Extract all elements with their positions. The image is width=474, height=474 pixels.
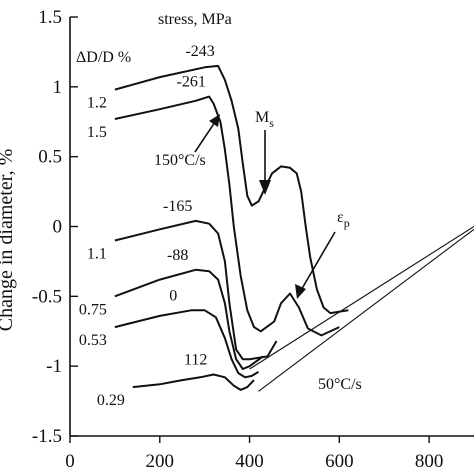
rate-fast-arrow: [194, 121, 216, 153]
series-line: [258, 228, 474, 392]
ep-arrowhead: [295, 284, 306, 299]
strain-label: 1.5: [87, 124, 107, 141]
y-tick-label: -0.5: [32, 286, 62, 307]
y-axis-label: Change in diameter, %: [0, 149, 17, 331]
strain-label: 0.29: [97, 392, 125, 409]
series-line: [114, 268, 264, 370]
stress-label: -261: [176, 74, 205, 91]
x-tick-label: 0: [65, 451, 75, 472]
rate-fast-annotation: 150°C/s: [154, 114, 220, 169]
y-tick-label: -1.5: [32, 426, 62, 447]
series-line: [114, 219, 278, 361]
stress-label: -88: [167, 247, 188, 264]
x-tick-label: 400: [235, 451, 264, 472]
series-line: [114, 64, 349, 315]
y-tick-label: 1.5: [38, 7, 62, 28]
strain-label: 1.2: [87, 95, 107, 112]
curves: [114, 64, 474, 392]
strain-label: 0.75: [79, 301, 107, 318]
ms-arrowhead: [259, 180, 271, 195]
series-line: [114, 309, 260, 379]
rate-fast-label: 150°C/s: [154, 152, 206, 169]
x-tick-label: 200: [146, 451, 175, 472]
stress-label: 0: [169, 287, 177, 304]
y-tick-label: 1: [53, 77, 63, 98]
x-tick-label: 800: [415, 451, 444, 472]
stress-label: -243: [185, 43, 214, 60]
curve-labels: -243 1.2 -261 1.5 -165 1.1 -88 0.75 0 0.53 112 0.29: [79, 43, 215, 409]
axes: -1.5 -1 -0.5 0 0.5 1 1.5 0 200 400 600 800: [32, 7, 474, 472]
strain-label: 1.1: [87, 245, 107, 262]
ep-arrow: [299, 231, 336, 293]
series-line: [249, 226, 474, 370]
header-stress: stress, MPa: [158, 11, 232, 28]
x-tick-label: 600: [325, 451, 354, 472]
y-tick-label: 0.5: [38, 147, 62, 168]
ep-subscript: p: [344, 216, 350, 230]
rate-slow-label: 50°C/s: [318, 376, 362, 393]
ms-main: M: [255, 109, 269, 126]
ep-main: ε: [337, 209, 344, 226]
ms-annotation: Ms: [255, 109, 274, 195]
stress-label: -165: [163, 198, 192, 215]
stress-label: 112: [184, 352, 207, 369]
ms-subscript: s: [269, 116, 274, 130]
header-strain: ΔD/D %: [76, 49, 131, 66]
series-line: [132, 373, 255, 391]
ep-annotation: εp: [295, 209, 350, 299]
y-tick-label: 0: [53, 217, 63, 238]
series-line: [114, 95, 340, 337]
ep-label: εp: [337, 209, 350, 230]
y-tick-label: -1: [46, 356, 62, 377]
rate-fast-arrowhead: [209, 114, 220, 127]
ms-label: Ms: [255, 109, 274, 130]
strain-label: 0.53: [79, 332, 107, 349]
